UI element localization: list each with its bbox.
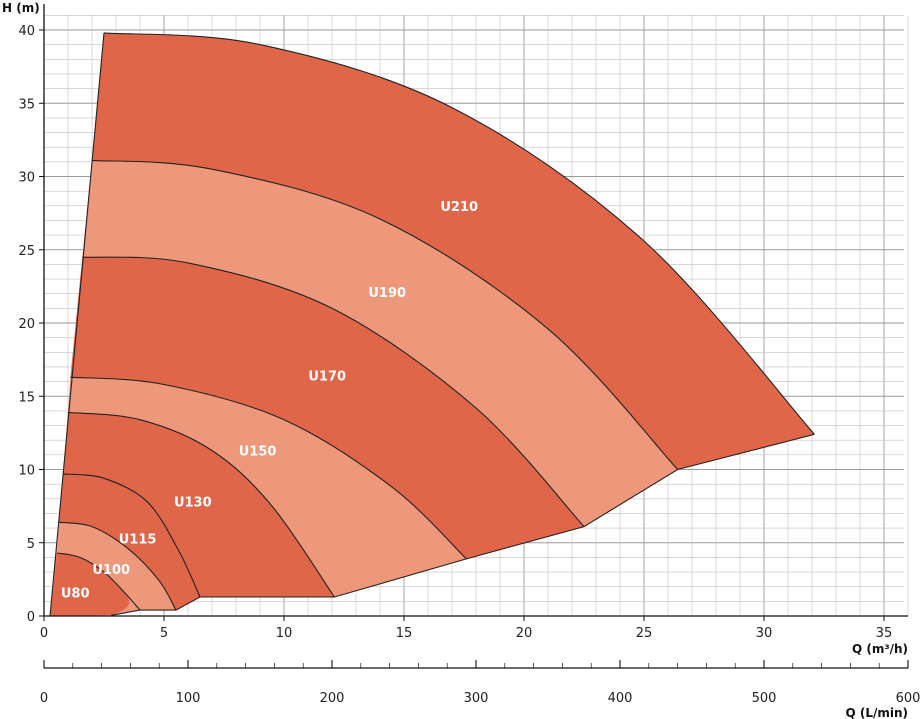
- y-tick-label: 30: [18, 171, 35, 186]
- y-tick-label: 10: [18, 464, 35, 479]
- area-u115: [58, 473, 201, 611]
- series-label-u130: U130: [174, 496, 212, 511]
- envelope-bottom: [111, 433, 815, 616]
- x-tick-label: 15: [396, 626, 413, 641]
- x-tick-label: 25: [636, 626, 653, 641]
- series-label-u100: U100: [92, 563, 130, 578]
- series-label-u80: U80: [61, 587, 90, 602]
- curve-u100: [58, 521, 177, 611]
- x2-tick-label: 600: [896, 691, 920, 706]
- area-u100: [57, 522, 177, 616]
- area-u150: [68, 377, 467, 597]
- y-tick-label: 5: [27, 537, 35, 552]
- series-label-u150: U150: [239, 444, 277, 459]
- x2-tick-label: 0: [40, 691, 48, 706]
- y-tick-label: 20: [18, 317, 35, 332]
- x2-tick-label: 400: [608, 691, 633, 706]
- area-u130: [63, 412, 335, 597]
- x2-tick-label: 300: [464, 691, 489, 706]
- x2-axis-label: Q (L/min): [845, 706, 908, 719]
- curve-u150: [70, 376, 467, 560]
- x2-tick-label: 500: [752, 691, 777, 706]
- performance-areas: [50, 32, 815, 616]
- y-tick-label: 15: [18, 390, 35, 405]
- series-label-u115: U115: [119, 532, 157, 547]
- curve-u210: [103, 32, 815, 435]
- series-label-u210: U210: [440, 200, 478, 215]
- x-tick-label: 35: [876, 626, 893, 641]
- series-label-u190: U190: [368, 286, 406, 301]
- x-tick-label: 10: [276, 626, 293, 641]
- area-u170: [70, 257, 584, 559]
- x2-tick-label: 200: [320, 691, 345, 706]
- area-u210: [92, 32, 815, 470]
- curve-u130: [67, 411, 335, 598]
- series-label-u170: U170: [308, 370, 346, 385]
- area-u190: [82, 160, 678, 527]
- envelope-left: [49, 32, 105, 617]
- x-axis-label: Q (m³/h): [852, 642, 908, 656]
- curve-u80: [57, 552, 141, 611]
- x2-tick-label: 100: [176, 691, 201, 706]
- x-tick-label: 20: [516, 626, 533, 641]
- curve-u190: [91, 159, 679, 470]
- y-tick-label: 0: [27, 610, 35, 625]
- y-tick-label: 25: [18, 244, 35, 259]
- x-tick-label: 0: [40, 626, 48, 641]
- y-tick-label: 35: [18, 97, 35, 112]
- y-tick-label: 40: [18, 24, 35, 39]
- curve-u170: [82, 256, 585, 527]
- performance-outlines: [49, 32, 815, 617]
- y-axis-label: H (m): [2, 1, 40, 15]
- curve-u115: [63, 473, 201, 598]
- x-tick-label: 5: [160, 626, 168, 641]
- area-u80: [50, 553, 140, 616]
- x-tick-label: 30: [756, 626, 773, 641]
